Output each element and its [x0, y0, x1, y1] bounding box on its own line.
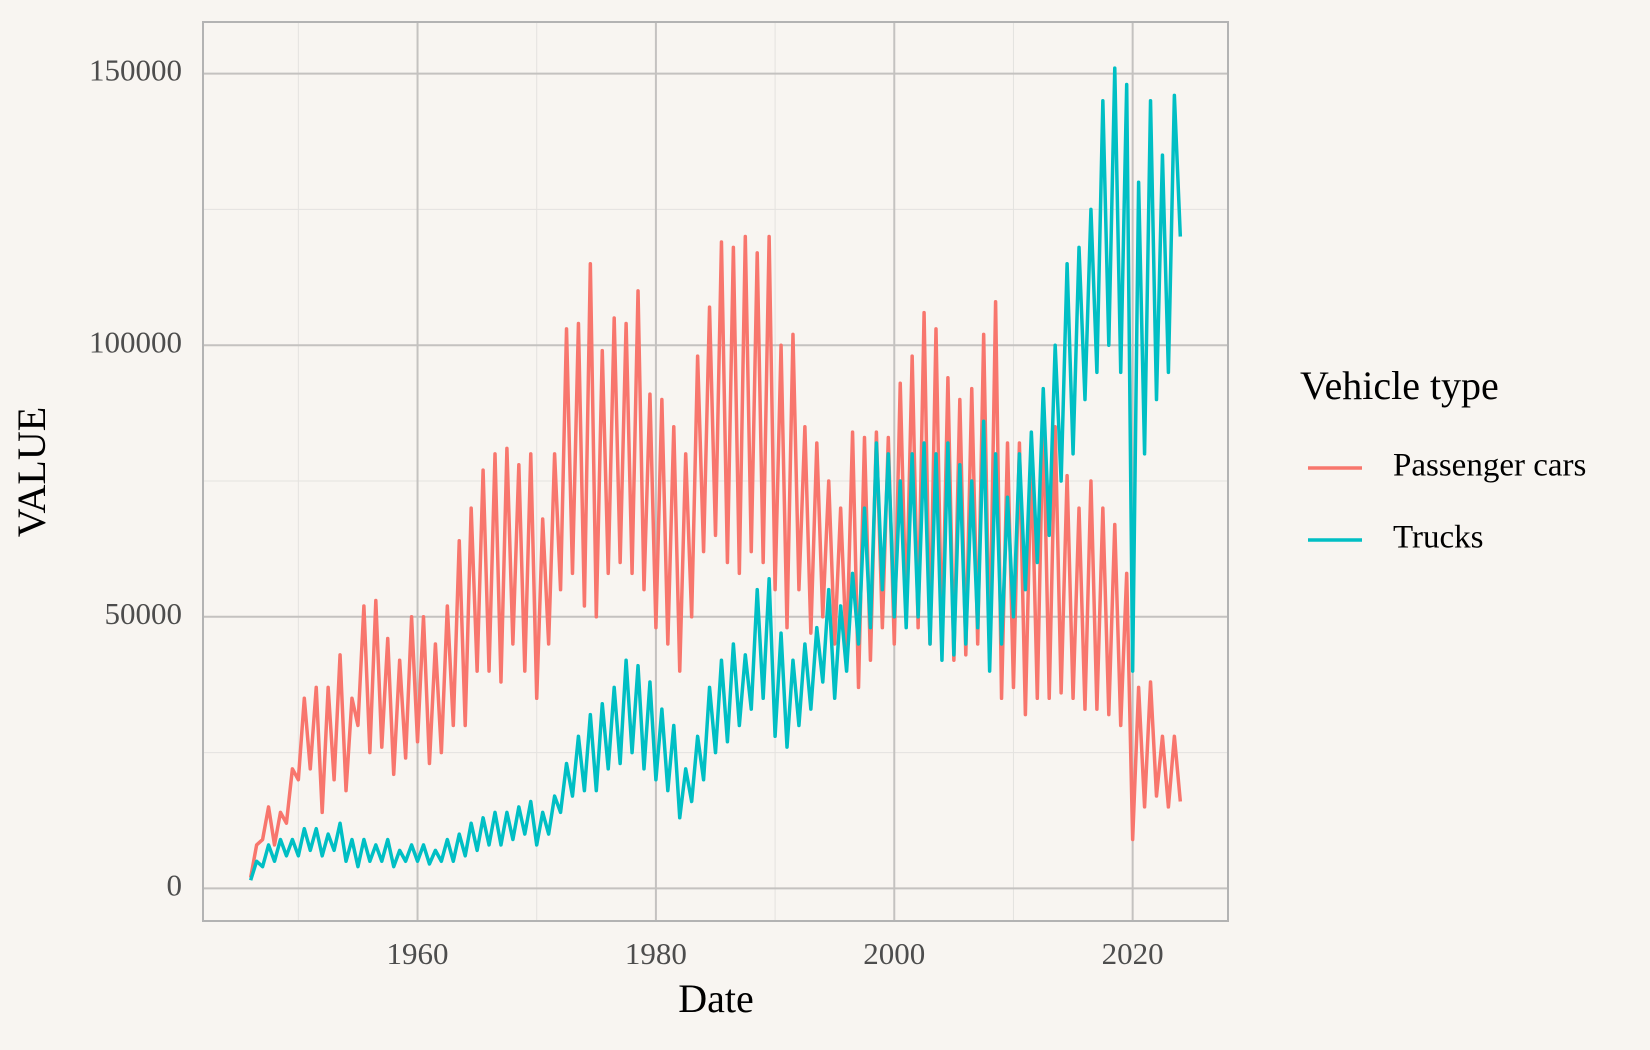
series-line: [249, 66, 1183, 881]
legend-label: Trucks: [1393, 520, 1483, 556]
x-axis-title: Date: [678, 976, 754, 1021]
legend-title: Vehicle type: [1300, 363, 1499, 408]
x-tick-label: 1960: [387, 936, 449, 971]
y-tick-label: 150000: [89, 53, 182, 88]
series-line: [248, 234, 1183, 878]
x-tick-label: 2020: [1102, 936, 1164, 971]
y-axis-title: VALUE: [9, 407, 54, 537]
y-tick-label: 50000: [105, 596, 183, 631]
y-tick-label: 0: [167, 868, 183, 903]
legend-label: Passenger cars: [1393, 448, 1586, 484]
panel-border: [202, 21, 1229, 922]
x-tick-label: 2000: [863, 936, 925, 971]
x-tick-label: 1980: [625, 936, 687, 971]
y-tick-label: 100000: [89, 324, 182, 359]
